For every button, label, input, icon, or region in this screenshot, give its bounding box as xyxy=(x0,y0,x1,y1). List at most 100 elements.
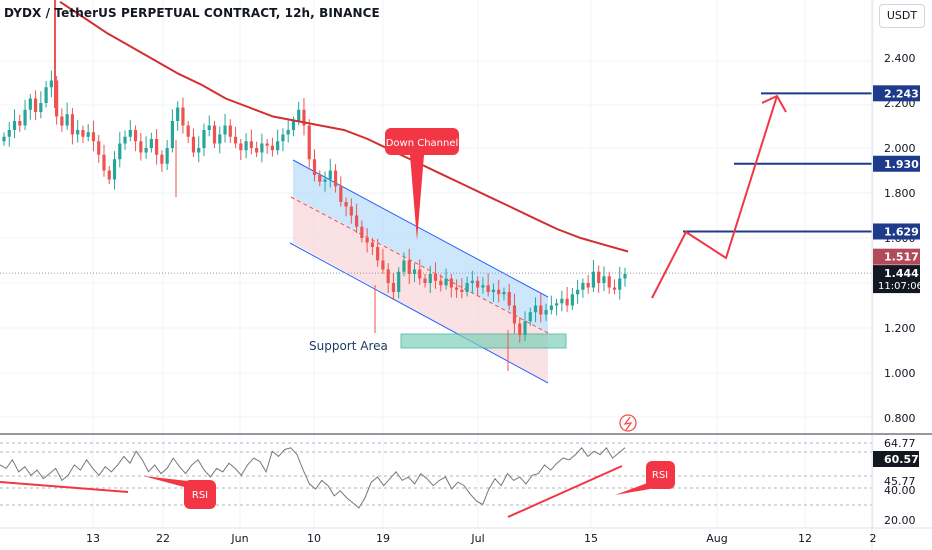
time-tick-label: 19 xyxy=(376,532,390,545)
candle-body xyxy=(133,130,138,142)
candle-body xyxy=(244,141,248,151)
candle-body xyxy=(528,312,532,322)
time-tick-label: 22 xyxy=(156,532,170,545)
candle-body xyxy=(381,260,385,270)
candle-body xyxy=(28,98,32,110)
candle-body xyxy=(402,260,406,272)
candle-body xyxy=(91,132,96,142)
candle-body xyxy=(386,269,390,283)
candle-body xyxy=(160,154,164,164)
moving-average-line xyxy=(59,0,629,253)
price-tick-label: 0.800 xyxy=(884,412,916,425)
candle-body xyxy=(55,80,59,117)
candle-body xyxy=(502,292,506,295)
rsi-trendline-right xyxy=(507,465,623,518)
candle-body xyxy=(597,271,601,283)
candle-body xyxy=(623,274,627,279)
price-tick-label: 1.000 xyxy=(884,367,916,380)
candle-body xyxy=(454,287,459,290)
candle-body xyxy=(255,148,259,153)
candle-body xyxy=(544,310,548,315)
rsi-value-badge xyxy=(873,451,919,467)
channel-bottom-line xyxy=(289,242,549,384)
candle-body xyxy=(333,170,338,187)
candle-body xyxy=(318,175,322,182)
candle-body xyxy=(433,274,438,281)
rsi-tick-label: 45.77 xyxy=(884,475,916,488)
price-badge-label: 2.243 xyxy=(884,87,919,100)
price-badge-label: 1.517 xyxy=(884,251,919,264)
candle-body xyxy=(212,125,217,144)
candle-body xyxy=(265,143,269,146)
candle-body xyxy=(470,280,474,283)
candle-body xyxy=(539,305,543,315)
candle-body xyxy=(486,285,490,292)
candle-body xyxy=(128,130,132,137)
price-badge xyxy=(873,85,920,102)
candle-body xyxy=(376,247,380,261)
candle-body xyxy=(23,109,27,126)
candle-body xyxy=(349,206,353,216)
candle-body xyxy=(228,125,232,137)
candle-body xyxy=(7,130,11,137)
candle-body xyxy=(276,141,280,151)
candle-body xyxy=(149,139,153,148)
candle-body xyxy=(355,215,359,227)
projection-arrow-head xyxy=(761,94,787,113)
candle-body xyxy=(586,283,590,288)
candle-body xyxy=(49,80,53,88)
currency-button[interactable]: USDT xyxy=(879,4,925,28)
candle-body xyxy=(618,278,622,290)
price-badge xyxy=(873,223,920,240)
candle-body xyxy=(270,145,274,151)
candle-body xyxy=(2,136,6,142)
time-tick-label: 2 xyxy=(870,532,877,545)
candle-body xyxy=(307,125,311,160)
candle-body xyxy=(491,289,496,292)
candle-body xyxy=(602,276,606,283)
rsi-trendline-left xyxy=(0,481,129,493)
time-tick-label: 13 xyxy=(86,532,100,545)
candle-body xyxy=(512,305,517,324)
candle-body xyxy=(439,280,443,286)
candle-body xyxy=(328,170,332,180)
candle-body xyxy=(123,136,127,144)
rsi-tick-label: 20.00 xyxy=(884,514,916,527)
candle-body xyxy=(365,238,369,243)
candle-body xyxy=(481,285,485,288)
candle-body xyxy=(97,141,101,155)
candle-body xyxy=(33,98,38,112)
price-tick-label: 1.200 xyxy=(884,322,916,335)
candle-body xyxy=(181,107,185,126)
candle-body xyxy=(70,114,75,135)
price-badge xyxy=(873,248,920,265)
candle-body xyxy=(476,280,480,288)
time-tick-label: Jul xyxy=(470,532,484,545)
candle-body xyxy=(591,271,596,288)
rsi-callout-right-label: RSI xyxy=(652,470,668,481)
candle-body xyxy=(165,148,169,164)
projection-path xyxy=(651,95,778,299)
time-tick-label: 12 xyxy=(798,532,812,545)
candle-body xyxy=(233,136,238,144)
candle-body xyxy=(576,289,580,295)
candle-body xyxy=(444,278,448,286)
candle-body xyxy=(197,148,201,153)
rsi-callout-left-pointer xyxy=(143,476,188,488)
price-badge xyxy=(873,155,920,172)
candle-body xyxy=(533,305,538,313)
candle-body xyxy=(12,121,17,130)
candle-body xyxy=(560,298,564,304)
candle-body xyxy=(391,283,396,292)
time-tick-label: Jun xyxy=(230,532,248,545)
rsi-line xyxy=(0,446,626,509)
candle-body xyxy=(360,226,364,238)
rsi-callout-right-pointer xyxy=(615,482,650,495)
time-tick-label: 15 xyxy=(584,532,598,545)
candle-body xyxy=(323,179,327,182)
candle-body xyxy=(223,125,227,135)
candle-body xyxy=(518,323,522,335)
candle-body xyxy=(107,170,111,180)
support-area-label: Support Area xyxy=(309,339,388,353)
